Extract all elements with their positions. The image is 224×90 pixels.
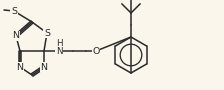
Text: H: H [56, 40, 62, 49]
Text: O: O [92, 47, 100, 56]
Text: N: N [13, 31, 19, 40]
Text: N: N [41, 62, 47, 71]
Text: N: N [56, 48, 62, 57]
Text: S: S [44, 29, 50, 38]
Text: S: S [11, 6, 17, 15]
Text: N: N [17, 62, 24, 71]
